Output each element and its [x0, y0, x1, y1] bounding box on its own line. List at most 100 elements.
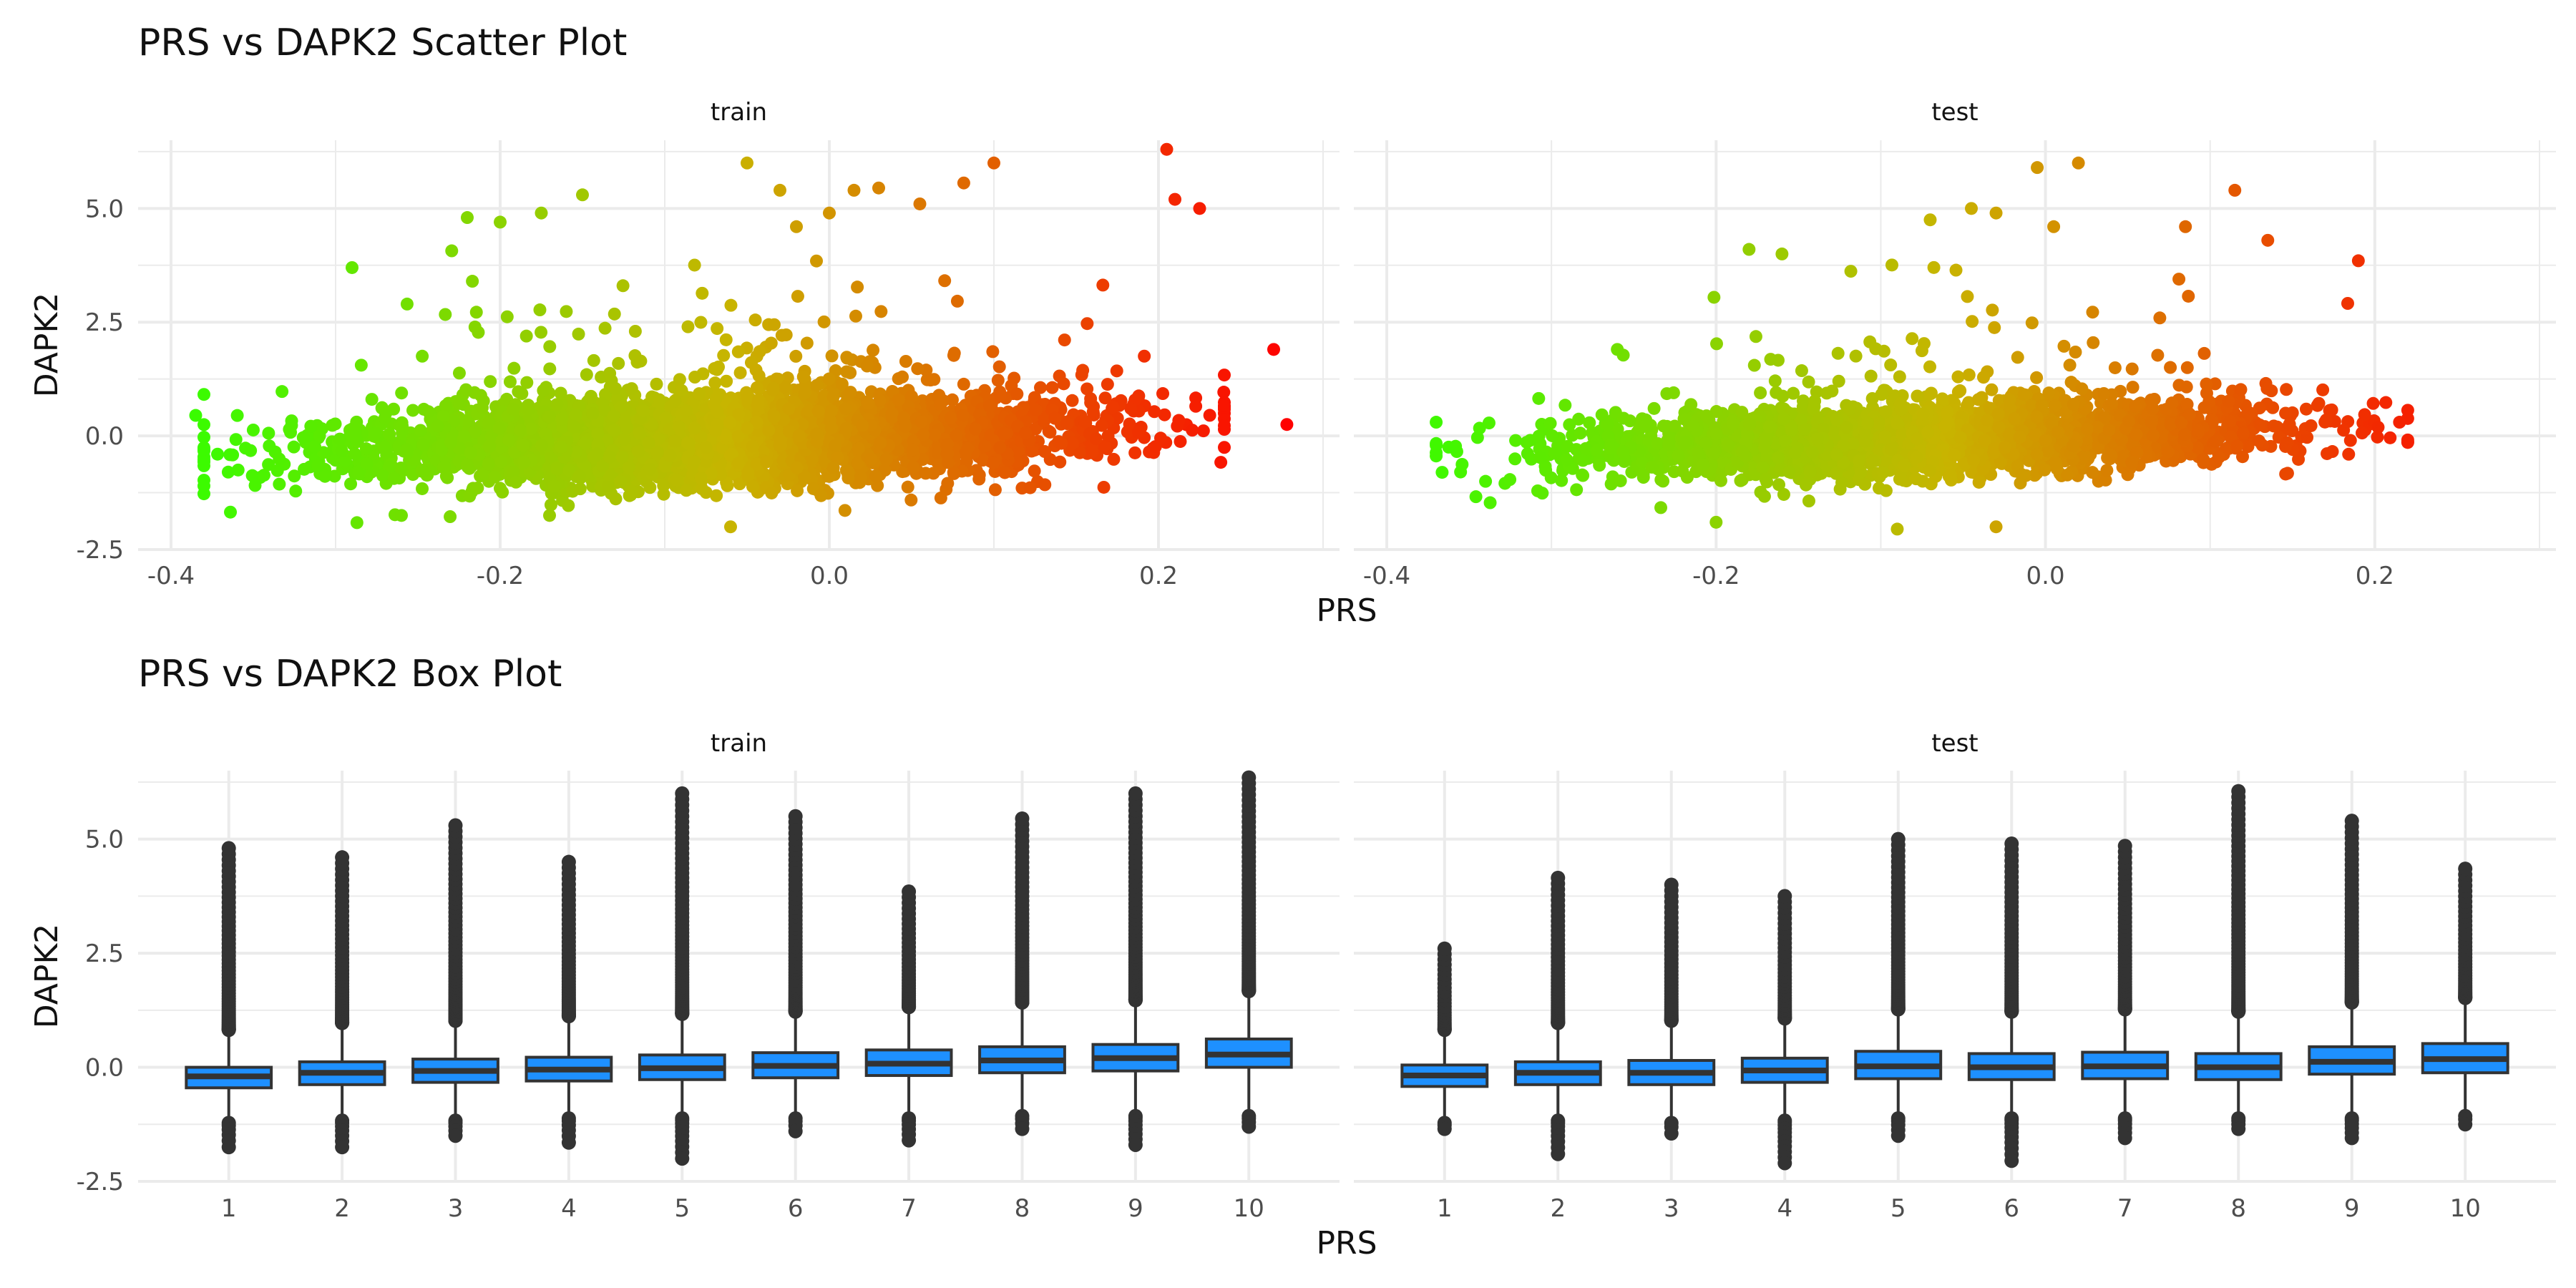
scatter-point	[1158, 408, 1171, 421]
scatter-point	[519, 329, 533, 343]
scatter-point	[988, 483, 1002, 497]
scatter-point	[248, 479, 262, 492]
scatter-point	[616, 279, 630, 293]
scatter-point	[957, 176, 970, 190]
scatter-point	[416, 349, 429, 363]
scatter-point	[439, 399, 452, 412]
scatter-point	[1196, 424, 1210, 438]
scatter-point	[811, 404, 825, 418]
scatter-point	[2057, 339, 2071, 353]
scatter-point	[643, 462, 657, 476]
scatter-point	[1280, 418, 1294, 431]
scatter-point	[839, 421, 853, 435]
scatter-point	[938, 274, 952, 288]
scatter-point	[659, 411, 673, 425]
scatter-point	[453, 396, 467, 410]
scatter-point	[1267, 343, 1280, 356]
scatter-point	[790, 461, 804, 474]
scatter-point	[416, 464, 430, 478]
scatter-point	[841, 471, 855, 484]
scatter-point	[751, 394, 765, 407]
scatter-point	[741, 421, 754, 435]
scatter-panel-train: train-0.4 -0.2 0.0 0.2-2.50.02.55.0	[77, 98, 1340, 590]
scatter-point	[987, 456, 1000, 469]
scatter-point	[696, 286, 709, 300]
scatter-point	[670, 473, 683, 487]
scatter-point	[197, 479, 210, 493]
scatter-point	[817, 315, 831, 328]
scatter-point	[500, 310, 514, 323]
y-tick-label: 2.5	[85, 308, 124, 337]
scatter-point	[586, 406, 600, 420]
scatter-point	[354, 358, 368, 372]
scatter-point	[1106, 401, 1120, 414]
scatter-point	[1218, 399, 1231, 413]
scatter-point	[838, 504, 852, 517]
scatter-point	[1906, 332, 1919, 346]
scatter-point	[748, 313, 762, 327]
scatter-point	[567, 420, 580, 434]
scatter-point	[941, 477, 955, 490]
scatter-point	[1864, 369, 1878, 383]
scatter-point	[507, 361, 521, 375]
scatter-point	[1802, 494, 1815, 508]
scatter-point	[1132, 426, 1146, 439]
scatter-point	[608, 307, 621, 321]
scatter-point	[444, 436, 458, 449]
scatter-point	[789, 349, 803, 363]
scatter-point	[395, 386, 409, 400]
scatter-point	[318, 469, 332, 483]
x-tick-label: 0.2	[2356, 562, 2394, 590]
x-tick-label: 0.2	[1139, 562, 1178, 590]
scatter-point	[244, 444, 258, 457]
scatter-point	[864, 452, 878, 466]
scatter-point	[628, 324, 642, 338]
scatter-point	[791, 290, 804, 303]
scatter-point	[1010, 387, 1024, 401]
scatter-point	[1849, 349, 1863, 363]
scatter-point	[669, 434, 683, 448]
scatter-point	[1060, 417, 1074, 431]
scatter-point	[472, 326, 485, 339]
scatter-point	[1023, 481, 1037, 494]
scatter-point	[287, 440, 301, 454]
scatter-point	[688, 258, 701, 272]
scatter-point	[229, 433, 243, 447]
scatter-point	[2030, 371, 2044, 384]
scatter-point	[874, 436, 887, 449]
scatter-point	[494, 215, 507, 229]
scatter-point	[782, 402, 796, 416]
scatter-point	[569, 408, 582, 421]
scatter-point	[874, 305, 888, 318]
scatter-point	[1096, 278, 1110, 292]
scatter-point	[503, 375, 517, 389]
scatter-point	[717, 348, 731, 362]
scatter-point	[810, 254, 824, 268]
scatter-point	[752, 369, 766, 383]
scatter-point	[860, 359, 874, 373]
scatter-point	[550, 398, 564, 411]
scatter-point	[444, 510, 457, 524]
scatter-point	[693, 387, 706, 401]
scatter-point	[1660, 387, 1674, 401]
scatter-point	[376, 469, 390, 482]
scatter-point	[810, 379, 824, 392]
scatter-point	[746, 439, 759, 453]
scatter-point	[348, 427, 362, 441]
scatter-point	[917, 428, 930, 441]
scatter-point	[365, 393, 379, 406]
scatter-point	[197, 388, 210, 401]
scatter-point	[947, 467, 961, 480]
scatter-point	[972, 468, 986, 482]
scatter-point	[767, 318, 781, 331]
scatter-point	[618, 433, 631, 447]
scatter-point	[245, 469, 259, 482]
scatter-point	[535, 326, 548, 339]
scatter-point	[741, 156, 753, 170]
scatter-point	[1218, 441, 1231, 454]
scatter-point	[406, 404, 420, 417]
scatter-point	[460, 458, 474, 472]
scatter-point	[688, 370, 702, 384]
scatter-point	[911, 362, 924, 376]
scatter-point	[810, 427, 824, 441]
